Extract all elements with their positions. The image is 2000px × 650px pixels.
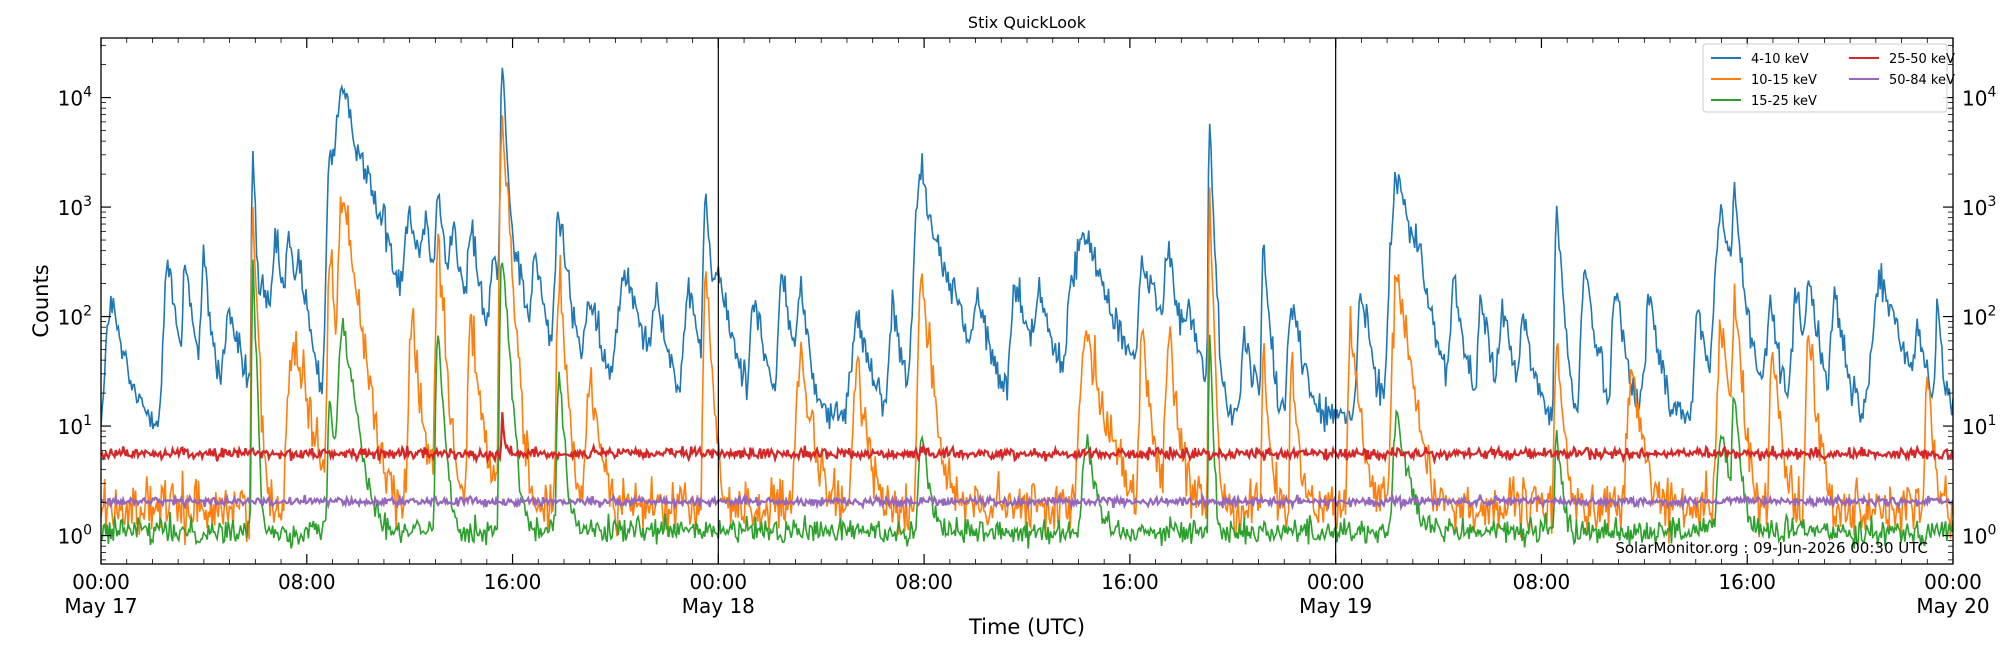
legend-entry: 4-10 keV [1751, 52, 1809, 67]
y-tick-label-right: 101 [1962, 413, 1996, 439]
x-tick-label: 08:00 [278, 570, 336, 594]
y-tick-label-right: 100 [1962, 523, 1996, 549]
x-tick-date-label: May 17 [64, 594, 137, 618]
y-tick-label-left: 103 [58, 194, 92, 220]
y-tick-label-left: 102 [58, 304, 92, 330]
series-line-25-50kev [101, 412, 1953, 466]
y-tick-label-left: 101 [58, 413, 92, 439]
x-tick-label: 00:00 [690, 570, 748, 594]
legend-entry: 25-50 keV [1889, 52, 1955, 67]
plot-frame [100, 37, 1954, 565]
chart-title: Stix QuickLook [968, 13, 1087, 32]
legend-entry: 50-84 keV [1889, 73, 1955, 88]
x-tick-label: 00:00 [1307, 570, 1365, 594]
legend-entry: 10-15 keV [1751, 73, 1817, 88]
x-tick-label: 00:00 [1924, 570, 1982, 594]
x-tick-label: 16:00 [1101, 570, 1159, 594]
legend-entry: 15-25 keV [1751, 94, 1817, 109]
y-tick-label-right: 104 [1962, 85, 1996, 111]
legend-box [1702, 43, 1948, 113]
x-axis-label: Time (UTC) [968, 615, 1085, 639]
y-tick-label-left: 104 [58, 85, 92, 111]
timestamp-annotation: SolarMonitor.org : 09-Jun-2026 00:30 UTC [1615, 539, 1928, 557]
x-tick-label: 16:00 [484, 570, 542, 594]
series-line-10-15kev [101, 115, 1953, 546]
x-tick-date-label: May 18 [682, 594, 755, 618]
x-tick-label: 08:00 [1513, 570, 1571, 594]
y-tick-label-right: 102 [1962, 304, 1996, 330]
x-tick-label: 00:00 [72, 570, 130, 594]
x-tick-date-label: May 20 [1916, 594, 1989, 618]
series-line-50-84kev [101, 491, 1953, 512]
x-tick-date-label: May 19 [1299, 594, 1372, 618]
legend: 4-10 keV 10-15 keV 15-25 keV 25-50 keV 50-84… [1702, 43, 1955, 113]
y-tick-label-left: 100 [58, 523, 92, 549]
x-tick-label: 16:00 [1718, 570, 1776, 594]
y-axis-label: Counts [29, 264, 53, 337]
x-tick-label: 08:00 [895, 570, 953, 594]
series-line-4-10kev [101, 67, 1953, 433]
series-line-15-25kev [101, 259, 1953, 549]
y-tick-label-right: 103 [1962, 194, 1996, 220]
